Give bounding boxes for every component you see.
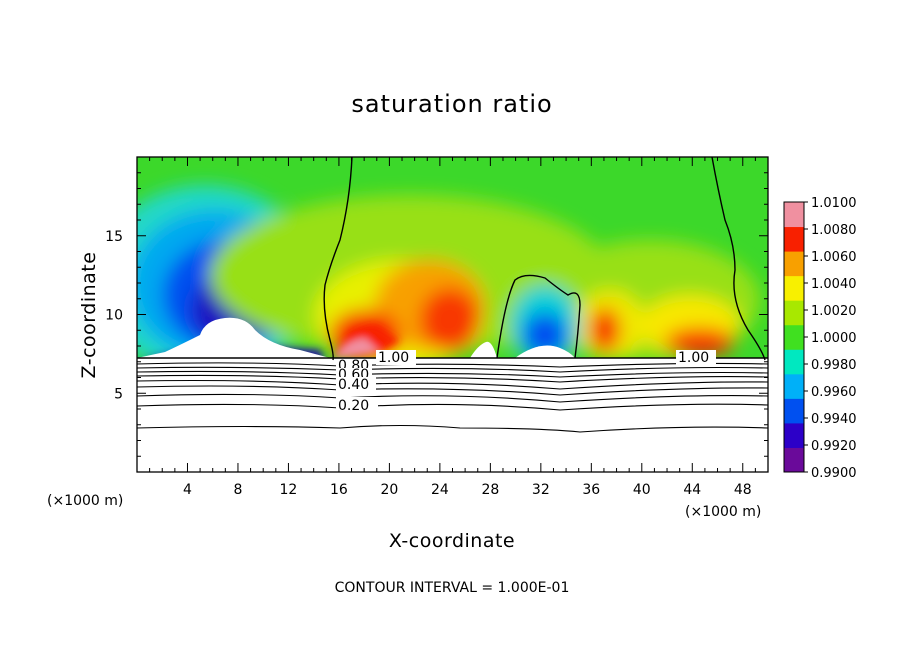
colorbar: 1.0100 1.0080 1.0060 1.0040 1.0020 1.0000 0.99… (783, 196, 857, 481)
contour-0-10 (137, 424, 768, 433)
white-blob-3 (515, 345, 575, 358)
contour-labels: 1.00 0.80 0.60 0.40 0.20 1.00 (336, 350, 716, 414)
x-tick-label: 48 (734, 482, 752, 498)
chart-title: saturation ratio (351, 90, 552, 118)
colorbar-swatch (784, 324, 804, 350)
field-red-d (665, 328, 735, 356)
x-tick-label: 8 (233, 482, 242, 498)
x-tick-label: 44 (683, 482, 701, 498)
colorbar-label: 1.0020 (811, 304, 857, 319)
contour-0-30 (137, 393, 768, 403)
contour-interval-note: CONTOUR INTERVAL = 1.000E-01 (335, 580, 570, 596)
white-blob-1 (137, 317, 330, 358)
y-tick-label: 10 (105, 308, 123, 324)
colorbar-label: 0.9900 (811, 466, 857, 481)
colorbar-swatch (784, 447, 804, 473)
contour-lines (137, 157, 768, 433)
colorbar-swatch (784, 373, 804, 399)
contour-0-60 (137, 374, 768, 383)
colorbar-swatch (784, 300, 804, 326)
colorbar-label: 0.9960 (811, 385, 857, 400)
contour-label: 0.40 (338, 377, 369, 393)
contour-0-50 (137, 379, 768, 390)
x-tick-label: 28 (481, 482, 499, 498)
colorbar-label: 0.9980 (811, 358, 857, 373)
colorbar-swatch (784, 349, 804, 375)
x-tick-label: 24 (431, 482, 449, 498)
contour-0-70 (137, 370, 768, 378)
field-red-c (590, 308, 620, 352)
y-tick-label: 5 (114, 386, 123, 402)
white-blob-2 (470, 341, 497, 358)
x-axis-label: X-coordinate (389, 530, 515, 552)
x-tick-label: 20 (380, 482, 398, 498)
colorbar-swatch (784, 226, 804, 252)
colorbar-label: 1.0000 (811, 331, 857, 346)
x-axis-ticks: 4 8 12 16 20 24 28 32 36 40 44 48 (149, 157, 756, 498)
x-tick-label: 4 (183, 482, 192, 498)
saturation-field (137, 157, 768, 472)
colorbar-swatch (784, 398, 804, 424)
y-axis-label: Z-coordinate (78, 252, 100, 379)
x-tick-label: 12 (280, 482, 298, 498)
contour-label: 0.20 (338, 398, 369, 414)
colorbar-label: 1.0100 (811, 196, 857, 211)
contour-1-00-left (323, 157, 353, 361)
y-tick-label: 15 (105, 229, 123, 245)
y-axis-ticks: 5 10 15 (105, 172, 768, 457)
contour-0-90 (137, 362, 768, 368)
field-mid-blue (523, 313, 567, 357)
x-tick-label: 32 (532, 482, 550, 498)
contour-1-00-mid (496, 274, 581, 359)
plot-area: 1.00 0.80 0.60 0.40 0.20 1.00 4 8 12 16 20 24… (105, 156, 769, 498)
colorbar-swatch (784, 275, 804, 301)
x-tick-label: 16 (330, 482, 348, 498)
colorbar-label: 1.0060 (811, 250, 857, 265)
contour-0-80 (137, 366, 768, 373)
x-tick-label: 40 (633, 482, 651, 498)
colorbar-label: 1.0080 (811, 223, 857, 238)
x-tick-label: 36 (582, 482, 600, 498)
colorbar-label: 1.0040 (811, 277, 857, 292)
x-unit-right: (×1000 m) (685, 504, 761, 520)
field-red-b (420, 288, 480, 352)
colorbar-label: 0.9940 (811, 412, 857, 427)
colorbar-label: 0.9920 (811, 439, 857, 454)
contour-0-40 (137, 385, 768, 396)
colorbar-swatch (784, 251, 804, 277)
contour-label: 1.00 (378, 350, 409, 366)
contour-0-20 (137, 403, 768, 411)
contour-1-00-right (711, 157, 766, 361)
colorbar-swatch (784, 422, 804, 448)
x-unit-left: (×1000 m) (47, 493, 123, 509)
field-pink-edge (335, 338, 380, 358)
contour-label: 1.00 (678, 350, 709, 366)
colorbar-swatch (784, 202, 804, 228)
